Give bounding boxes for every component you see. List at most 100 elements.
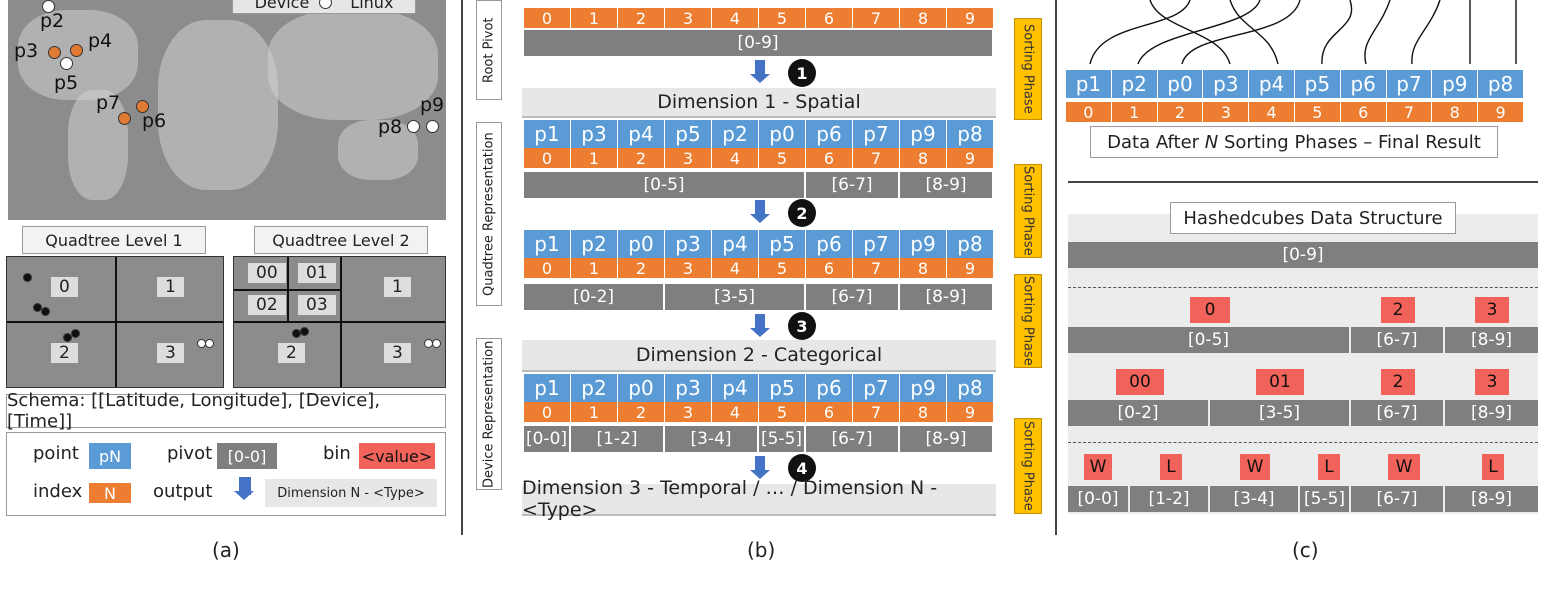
- map-point: [426, 120, 439, 133]
- map-point: [60, 57, 73, 70]
- legend-pivot-swatch-text: [0-0]: [227, 446, 267, 466]
- b-row0-pivot: [0-9]: [524, 30, 994, 56]
- pivot-cell: [5-5]: [759, 426, 806, 452]
- hc-level3-tag: W: [1240, 454, 1270, 480]
- point-cell: p1: [524, 230, 571, 258]
- index-cell: 4: [712, 8, 759, 28]
- index-cell: 9: [947, 8, 994, 28]
- step-3: 3: [788, 312, 816, 340]
- quad-cell-00: 00: [248, 263, 286, 283]
- index-cell: 1: [571, 402, 618, 422]
- point-cell: p5: [759, 230, 806, 258]
- index-cell: 5: [759, 148, 806, 168]
- point-cell: p5: [759, 374, 806, 402]
- point-label: p2: [40, 10, 65, 32]
- point-cell: p8: [947, 120, 994, 148]
- pivot-cell: [0-5]: [524, 172, 806, 198]
- index-cell: 0: [524, 402, 571, 422]
- index-cell: 7: [853, 258, 900, 278]
- legend-index-label: index: [33, 481, 83, 502]
- index-cell: 5: [1294, 102, 1341, 122]
- hc-level1-bin: [6-7]: [1351, 327, 1443, 353]
- index-cell: 3: [665, 402, 712, 422]
- schema-text: Schema: [[Latitude, Longitude], [Device]…: [7, 390, 381, 432]
- quad-cell-01: 01: [298, 263, 336, 283]
- caption-b: (b): [747, 538, 776, 562]
- b-row3-points: p1 p2 p0 p3 p4 p5 p6 p7 p9 p8: [524, 374, 994, 402]
- map-point: [407, 120, 420, 133]
- index-cell: 2: [618, 402, 665, 422]
- flow-arrow-icon: [750, 60, 770, 83]
- index-cell: 6: [806, 402, 853, 422]
- point-cell: p2: [571, 230, 618, 258]
- final-title-n: N: [1204, 131, 1219, 153]
- hc-level2-bin: [0-2]: [1068, 400, 1208, 426]
- hc-level2-tag: 2: [1381, 369, 1415, 395]
- pivot-cell: [8-9]: [900, 426, 994, 452]
- point-cell: p9: [900, 374, 947, 402]
- step-4: 4: [788, 454, 816, 482]
- quad-cell-0: 0: [51, 277, 78, 297]
- point-cell: p3: [571, 120, 618, 148]
- point-cell: p4: [712, 230, 759, 258]
- pivot-cell: [0-0]: [524, 426, 571, 452]
- index-cell: 6: [806, 148, 853, 168]
- device-point-icon: [319, 0, 333, 9]
- pivot-cell: [6-7]: [806, 284, 900, 310]
- map-point: [118, 112, 131, 125]
- point-cell: p7: [853, 374, 900, 402]
- point-cell: p0: [759, 120, 806, 148]
- index-cell: 0: [524, 8, 571, 28]
- quad-cell-1: 1: [157, 277, 184, 297]
- index-cell: 2: [618, 148, 665, 168]
- legend-point-swatch-text: pN: [98, 446, 122, 466]
- point-cell: p6: [806, 120, 853, 148]
- index-cell: 6: [806, 258, 853, 278]
- legend-output-box-text: Dimension N - <Type>: [277, 485, 425, 501]
- hc-level0: [0-9]: [1068, 242, 1538, 268]
- map-point: [70, 44, 83, 57]
- dashed-separator: [1068, 287, 1538, 288]
- pivot-cell: [6-7]: [806, 172, 900, 198]
- hc-level2-tag: 00: [1116, 369, 1164, 395]
- sorting-phase-4: Sorting Phase: [1014, 418, 1042, 514]
- legend-bin-label: bin: [323, 443, 351, 464]
- point-cell: p2: [712, 120, 759, 148]
- pivot-cell: [8-9]: [900, 284, 994, 310]
- final-result-title: Data After N Sorting Phases – Final Resu…: [1090, 126, 1498, 158]
- hc-level3-bin: [1-2]: [1130, 486, 1208, 512]
- schema-box: Schema: [[Latitude, Longitude], [Device]…: [6, 390, 446, 432]
- point-cell: p6: [1340, 70, 1387, 98]
- hc-level2-bin: [3-5]: [1210, 400, 1349, 426]
- index-cell: 6: [1340, 102, 1387, 122]
- point-cell: p4: [1249, 70, 1295, 98]
- hc-level1-tag: 3: [1475, 297, 1509, 323]
- index-cell: 8: [900, 402, 947, 422]
- hc-level2-tag: 3: [1475, 369, 1509, 395]
- pivot-cell: [0-9]: [524, 30, 994, 56]
- index-cell: 5: [759, 258, 806, 278]
- point-cell: p4: [618, 120, 665, 148]
- point-cell: p1: [524, 120, 571, 148]
- quad-cell-03: 03: [298, 295, 336, 315]
- index-cell: 9: [947, 258, 994, 278]
- pivot-cell: [8-9]: [900, 172, 994, 198]
- index-cell: 4: [1249, 102, 1295, 122]
- side-label-root: Root Pivot: [476, 0, 502, 100]
- point-label: p8: [378, 116, 403, 138]
- quad-cell-3: 3: [157, 343, 184, 363]
- index-cell: 7: [853, 8, 900, 28]
- legend-box: point pN pivot [0-0] bin <value> index N…: [6, 432, 446, 516]
- point-cell: p2: [1111, 70, 1158, 98]
- quad-cell-02: 02: [248, 295, 286, 315]
- legend-pivot-label: pivot: [167, 443, 213, 464]
- point-label: p3: [14, 40, 39, 62]
- pivot-cell: [6-7]: [806, 426, 900, 452]
- legend-output-arrow-icon: [234, 477, 254, 500]
- quadtree-level1-map: 0 1 2 3: [6, 256, 224, 388]
- index-cell: 1: [571, 8, 618, 28]
- index-cell: 5: [759, 8, 806, 28]
